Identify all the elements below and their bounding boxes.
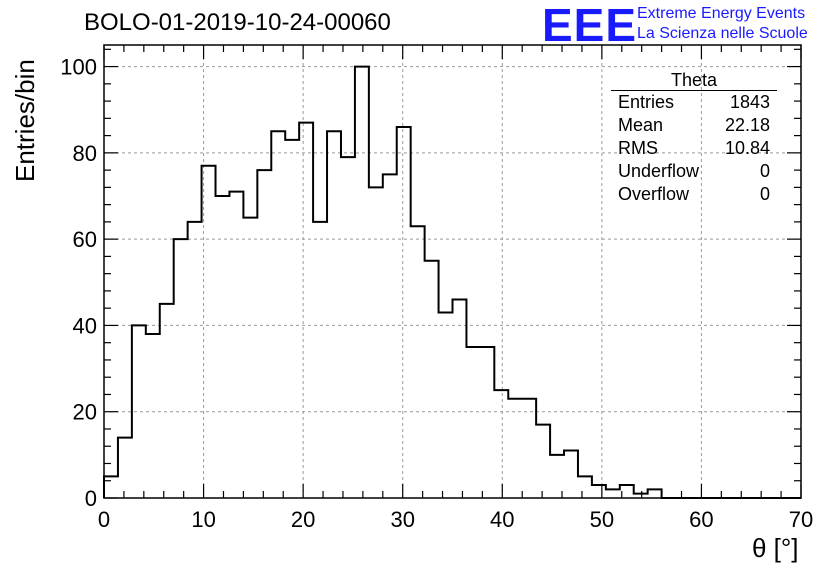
grid-lines	[104, 45, 801, 498]
stats-row-overflow: Overflow 0	[611, 183, 777, 206]
svg-text:100: 100	[60, 55, 97, 80]
stats-row-underflow: Underflow 0	[611, 160, 777, 183]
stats-label: Overflow	[618, 184, 690, 204]
x-tick-label: 50	[590, 507, 614, 532]
stats-row-rms: RMS 10.84	[611, 137, 777, 160]
svg-text:60: 60	[73, 227, 97, 252]
axis-ticks: 0 10 20 30 40 50 60 70 0 20 40 60 80 100	[60, 45, 813, 532]
stats-box-title: Theta	[611, 70, 777, 91]
y-axis-label: Entries/bin	[10, 59, 40, 182]
x-tick-label: 0	[98, 507, 110, 532]
svg-text:40: 40	[73, 313, 97, 338]
plot-frame	[103, 44, 802, 499]
stats-label: Underflow	[618, 161, 700, 181]
x-tick-label: 30	[390, 507, 414, 532]
y-tick-label: 40	[73, 313, 97, 338]
svg-text:80: 80	[73, 141, 97, 166]
stats-row-mean: Mean 22.18	[611, 114, 777, 137]
y-tick-label: 60	[73, 227, 97, 252]
stats-label: RMS	[618, 138, 658, 158]
x-tick-label: 70	[789, 507, 813, 532]
stats-box: Theta Entries 1843 Mean 22.18 RMS 10.84 …	[611, 70, 777, 206]
stats-label: Entries	[618, 92, 675, 112]
brand-line-2: La Scienza nelle Scuole	[637, 25, 808, 42]
x-tick-label: 20	[291, 507, 315, 532]
stats-value: 0	[759, 184, 770, 204]
x-tick-label: 40	[490, 507, 514, 532]
svg-text:40: 40	[490, 507, 514, 532]
svg-text:0: 0	[98, 507, 110, 532]
svg-text:50: 50	[590, 507, 614, 532]
svg-text:20: 20	[291, 507, 315, 532]
stats-value: 10.84	[724, 138, 770, 158]
svg-text:60: 60	[689, 507, 713, 532]
chart-title: BOLO-01-2019-10-24-00060	[84, 9, 391, 36]
brand-line-1: Extreme Energy Events	[637, 5, 806, 22]
svg-text:20: 20	[73, 400, 97, 425]
svg-text:30: 30	[390, 507, 414, 532]
stats-value: 22.18	[724, 115, 770, 135]
stats-value: 1843	[729, 92, 770, 112]
eee-logo: EEE	[542, 0, 638, 51]
histogram-step-line	[103, 65, 801, 499]
stats-value: 0	[759, 161, 770, 181]
stats-label: Mean	[618, 115, 664, 135]
y-tick-label: 100	[60, 55, 97, 80]
y-tick-label: 80	[73, 141, 97, 166]
y-tick-label: 0	[85, 486, 97, 511]
x-tick-label: 10	[191, 507, 215, 532]
x-axis-label: θ [°]	[752, 533, 799, 563]
svg-text:70: 70	[789, 507, 813, 532]
svg-text:10: 10	[191, 507, 215, 532]
stats-row-entries: Entries 1843	[611, 91, 777, 114]
svg-text:0: 0	[85, 486, 97, 511]
x-tick-label: 60	[689, 507, 713, 532]
y-tick-label: 20	[73, 400, 97, 425]
